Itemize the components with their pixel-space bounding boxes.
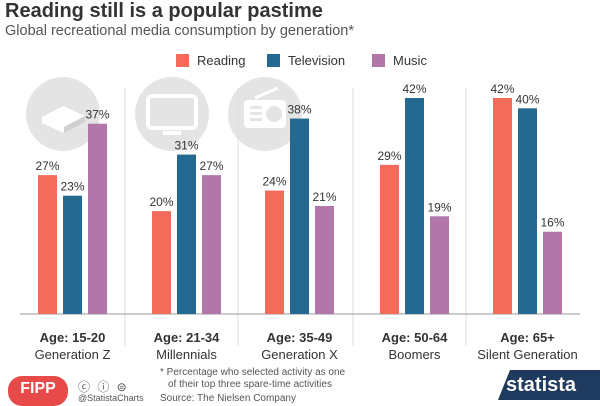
legend-label-television: Television [288,53,346,68]
book-icon [26,77,100,151]
bar-television-3 [405,98,424,314]
legend-item-music: Music [372,53,427,68]
twitter-handle: @StatistaCharts [78,393,144,403]
legend-label-music: Music [393,53,427,68]
category-label-0: Age: 15-20 [40,330,106,345]
category-sublabel-4: Silent Generation [477,347,577,362]
bar-reading-4 [493,98,512,314]
value-label-reading-3: 29% [377,149,401,163]
bar-chart: 27%23%37%20%31%27%24%38%21%29%42%19%42%4… [20,77,580,362]
value-label-music-2: 21% [312,190,336,204]
group-separators [124,88,467,346]
value-label-music-4: 16% [540,216,564,230]
category-label-4: Age: 65+ [500,330,555,345]
value-label-television-2: 38% [287,103,311,117]
category-label-1: Age: 21-34 [154,330,221,345]
value-label-reading-4: 42% [490,82,514,96]
category-sublabel-2: Generation X [261,347,338,362]
tv-icon [135,77,209,151]
creative-commons-icons: ⓒ ⓘ ⊜ [78,380,129,394]
category-sublabel-0: Generation Z [35,347,111,362]
value-label-television-3: 42% [402,82,426,96]
value-label-reading-2: 24% [262,175,286,189]
footnote-line-2: of their top three spare-time activities [168,379,332,390]
legend-swatch-reading [176,54,189,67]
chart-title: Reading still is a popular pastime [5,0,323,22]
legend-swatch-music [372,54,385,67]
category-sublabel-1: Millennials [156,347,217,362]
bar-music-4 [543,231,562,314]
bar-television-0 [63,195,82,314]
bar-reading-3 [380,164,399,314]
bar-music-3 [430,216,449,314]
fipp-logo: FIPP [8,376,68,406]
legend-item-reading: Reading [176,53,245,68]
category-labels: Age: 15-20 Generation Z Age: 21-34 Millenni… [35,330,578,362]
bar-television-4 [518,108,537,315]
legend-item-television: Television [267,53,345,68]
legend: Reading Television Music [0,53,600,73]
legend-label-reading: Reading [197,53,246,68]
bar-music-2 [315,206,334,314]
source-note: Source: The Nielsen Company [160,393,296,404]
category-sublabel-3: Boomers [388,347,441,362]
radio-icon [228,77,302,151]
value-label-reading-1: 20% [149,195,173,209]
legend-swatch-television [267,54,280,67]
bar-television-1 [177,154,196,314]
bars-layer: 27%23%37%20%31%27%24%38%21%29%42%19%42%4… [35,82,565,315]
chart-subtitle: Global recreational media consumption by… [5,23,355,39]
category-label-2: Age: 35-49 [267,330,333,345]
value-label-television-0: 23% [60,180,84,194]
value-label-television-1: 31% [174,139,198,153]
value-label-television-4: 40% [515,92,539,106]
category-label-3: Age: 50-64 [382,330,449,345]
value-label-reading-0: 27% [35,159,59,173]
statista-logo [498,370,600,400]
bar-reading-2 [265,190,284,314]
footnote: * Percentage who selected activity as on… [160,367,345,391]
value-label-music-0: 37% [85,108,109,122]
bar-reading-0 [38,175,57,314]
footnote-line-1: * Percentage who selected activity as on… [160,367,346,378]
value-label-music-1: 27% [199,159,223,173]
statista-logo-text: statista [506,374,577,396]
value-label-music-3: 19% [427,200,451,214]
bar-television-2 [290,118,309,314]
bar-music-0 [88,123,107,314]
bar-reading-1 [152,211,171,314]
bar-music-1 [202,175,221,314]
